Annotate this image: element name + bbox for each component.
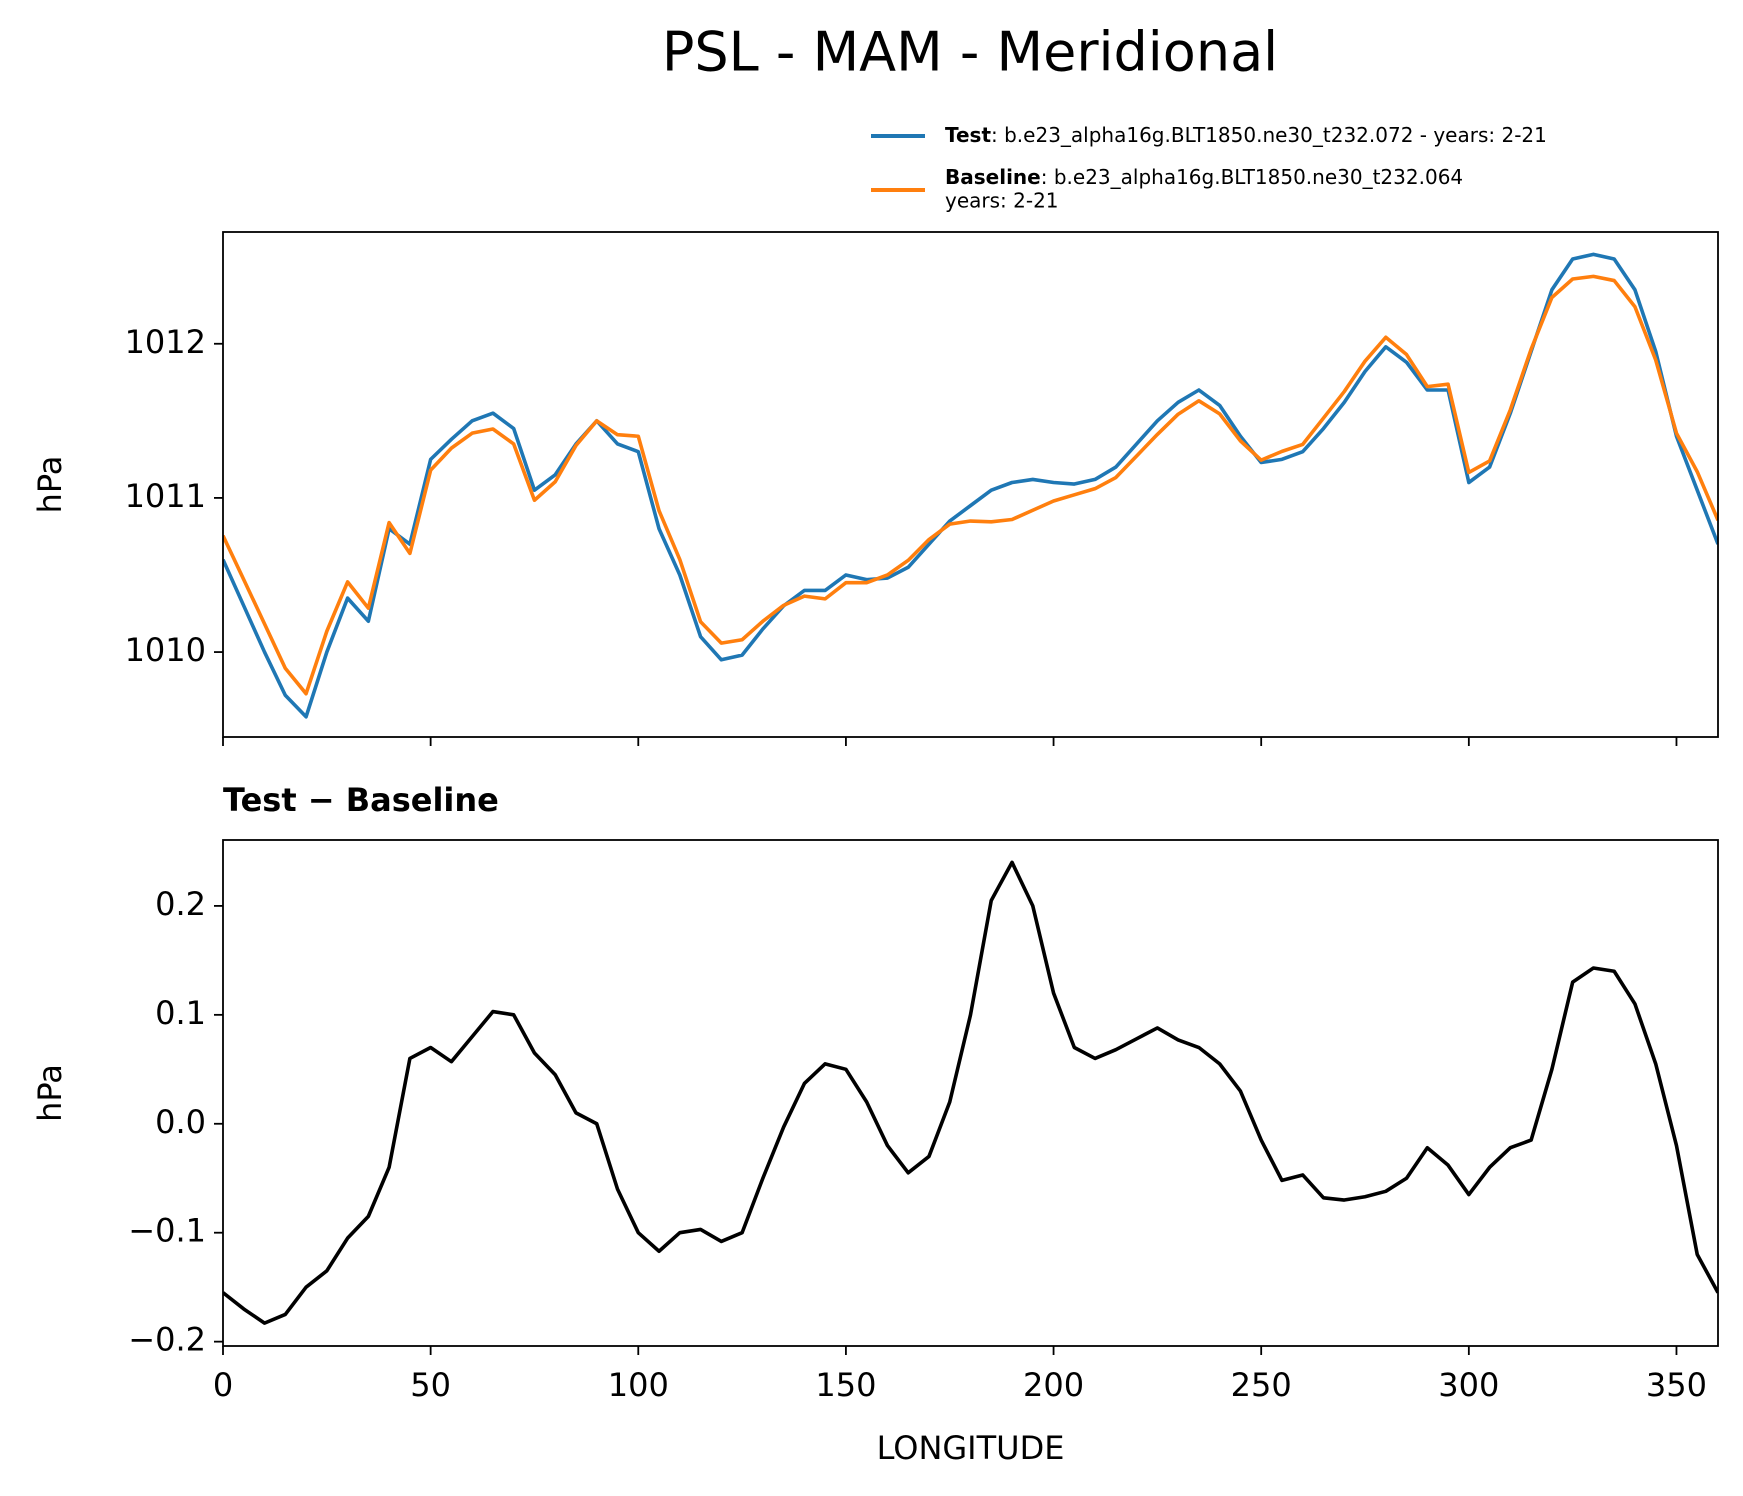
x-tick-label: 150 [815, 1366, 876, 1404]
y-axis-label: hPa [31, 456, 69, 514]
y-tick-label: 1010 [125, 631, 206, 669]
legend-name: Test [945, 123, 991, 147]
y-tick-label: 0.2 [155, 885, 206, 923]
x-tick-label: 300 [1438, 1366, 1499, 1404]
legend-description: years: 2-21 [945, 189, 1059, 213]
series-line [223, 252, 1718, 719]
x-tick-label: 350 [1646, 1366, 1707, 1404]
figure-title: PSL - MAM - Meridional [662, 21, 1278, 84]
x-tick-label: 100 [608, 1366, 669, 1404]
x-tick-label: 200 [1023, 1366, 1084, 1404]
y-tick-label: 0.0 [155, 1103, 206, 1141]
x-tick-label: 50 [410, 1366, 451, 1404]
y-axis-label: hPa [31, 1064, 69, 1122]
x-axis-label: LONGITUDE [877, 1429, 1065, 1467]
y-tick-label: 1012 [125, 323, 206, 361]
y-tick-label: −0.1 [128, 1212, 206, 1250]
series-line [223, 860, 1718, 1325]
legend-name: Baseline [945, 165, 1041, 189]
axes-frame [222, 231, 1719, 738]
legend-label: Baseline: b.e23_alpha16g.BLT1850.ne30_t2… [945, 165, 1463, 189]
legend-description: : b.e23_alpha16g.BLT1850.ne30_t232.072 -… [991, 123, 1547, 147]
y-tick-label: 1011 [125, 477, 206, 515]
legend-label: Test: b.e23_alpha16g.BLT1850.ne30_t232.0… [945, 123, 1547, 147]
series-line [223, 274, 1718, 696]
axes-frame [222, 839, 1719, 1347]
legend-description: : b.e23_alpha16g.BLT1850.ne30_t232.064 [1041, 165, 1463, 189]
y-tick-label: 0.1 [155, 994, 206, 1032]
x-tick-label: 0 [213, 1366, 233, 1404]
y-tick-label: −0.2 [128, 1321, 206, 1359]
x-tick-label: 250 [1231, 1366, 1292, 1404]
subplot-title: Test − Baseline [223, 781, 499, 819]
